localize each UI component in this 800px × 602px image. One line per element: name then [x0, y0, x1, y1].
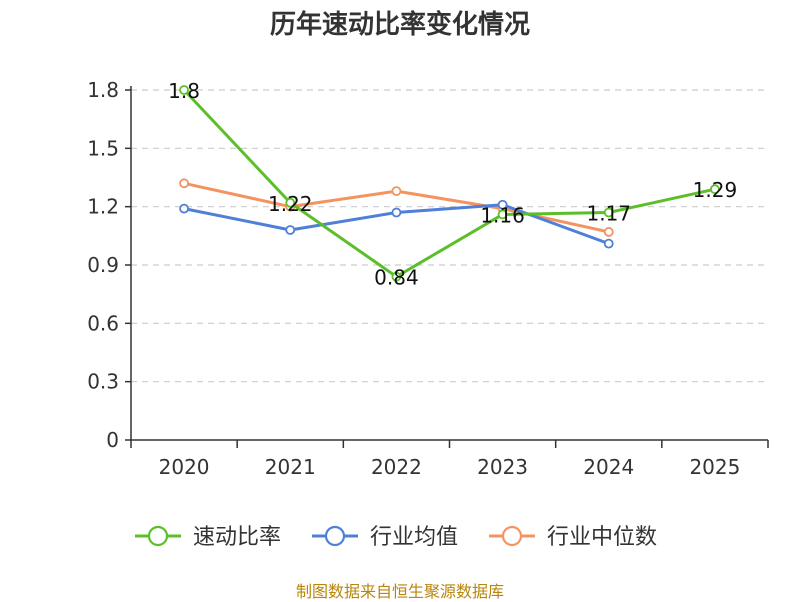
- data-point: [285, 197, 296, 208]
- x-tick-label: 2021: [265, 455, 316, 479]
- legend-marker: [324, 525, 346, 547]
- y-tick-label: 1.8: [87, 78, 119, 102]
- x-tick-label: 2024: [583, 455, 634, 479]
- legend-item[interactable]: 速动比率: [135, 525, 281, 550]
- legend-marker: [147, 525, 169, 547]
- legend-marker: [501, 525, 523, 547]
- data-label: 1.16: [480, 203, 525, 227]
- y-tick-label: 0.6: [87, 311, 119, 335]
- legend[interactable]: 速动比率 行业均值 行业中位数: [135, 525, 657, 550]
- series-line: [182, 88, 716, 279]
- data-point: [179, 178, 189, 189]
- data-point: [603, 238, 614, 249]
- legend-item[interactable]: 行业均值: [312, 525, 458, 550]
- data-point: [603, 227, 614, 237]
- legend-label: 行业中位数: [547, 525, 657, 550]
- data-label: 1.17: [586, 202, 631, 226]
- data-point: [179, 85, 189, 95]
- source-note: 制图数据来自恒生聚源数据库: [295, 582, 504, 601]
- data-point: [391, 207, 402, 218]
- y-tick-label: 0.3: [87, 370, 119, 394]
- data-point: [497, 209, 508, 220]
- x-tick-label: 2020: [159, 455, 210, 479]
- x-tick-label: 2023: [477, 455, 528, 479]
- y-tick-label: 1.5: [87, 136, 119, 160]
- x-tick-label: 2025: [689, 455, 740, 479]
- legend-label: 速动比率: [193, 525, 281, 550]
- data-point: [179, 203, 189, 214]
- chart-title: 历年速动比率变化情况: [269, 10, 530, 40]
- y-tick-label: 0: [106, 428, 119, 452]
- data-point: [391, 271, 402, 282]
- data-label: 1.8: [168, 79, 200, 103]
- data-point: [710, 184, 720, 195]
- data-label: 1.22: [268, 192, 313, 216]
- series-lines: [179, 85, 720, 282]
- data-point: [285, 225, 296, 235]
- data-point: [391, 186, 402, 197]
- axes: 0 0.3 0.6 0.9 1.2 1.5 1.8 2020 2021 2022 2023 2024 2…: [87, 78, 769, 479]
- data-point: [497, 199, 508, 210]
- data-label: 1.29: [693, 178, 738, 202]
- grid-lines: [131, 89, 768, 383]
- data-labels: 1.8 1.22 0.84 1.16 1.17 1.29: [168, 79, 737, 290]
- legend-label: 行业均值: [370, 525, 458, 550]
- legend-item[interactable]: 行业中位数: [489, 525, 657, 550]
- data-point: [603, 207, 614, 218]
- x-tick-label: 2022: [371, 455, 422, 479]
- data-label: 0.84: [374, 266, 419, 290]
- y-tick-label: 0.9: [87, 253, 119, 277]
- y-tick-label: 1.2: [87, 195, 119, 219]
